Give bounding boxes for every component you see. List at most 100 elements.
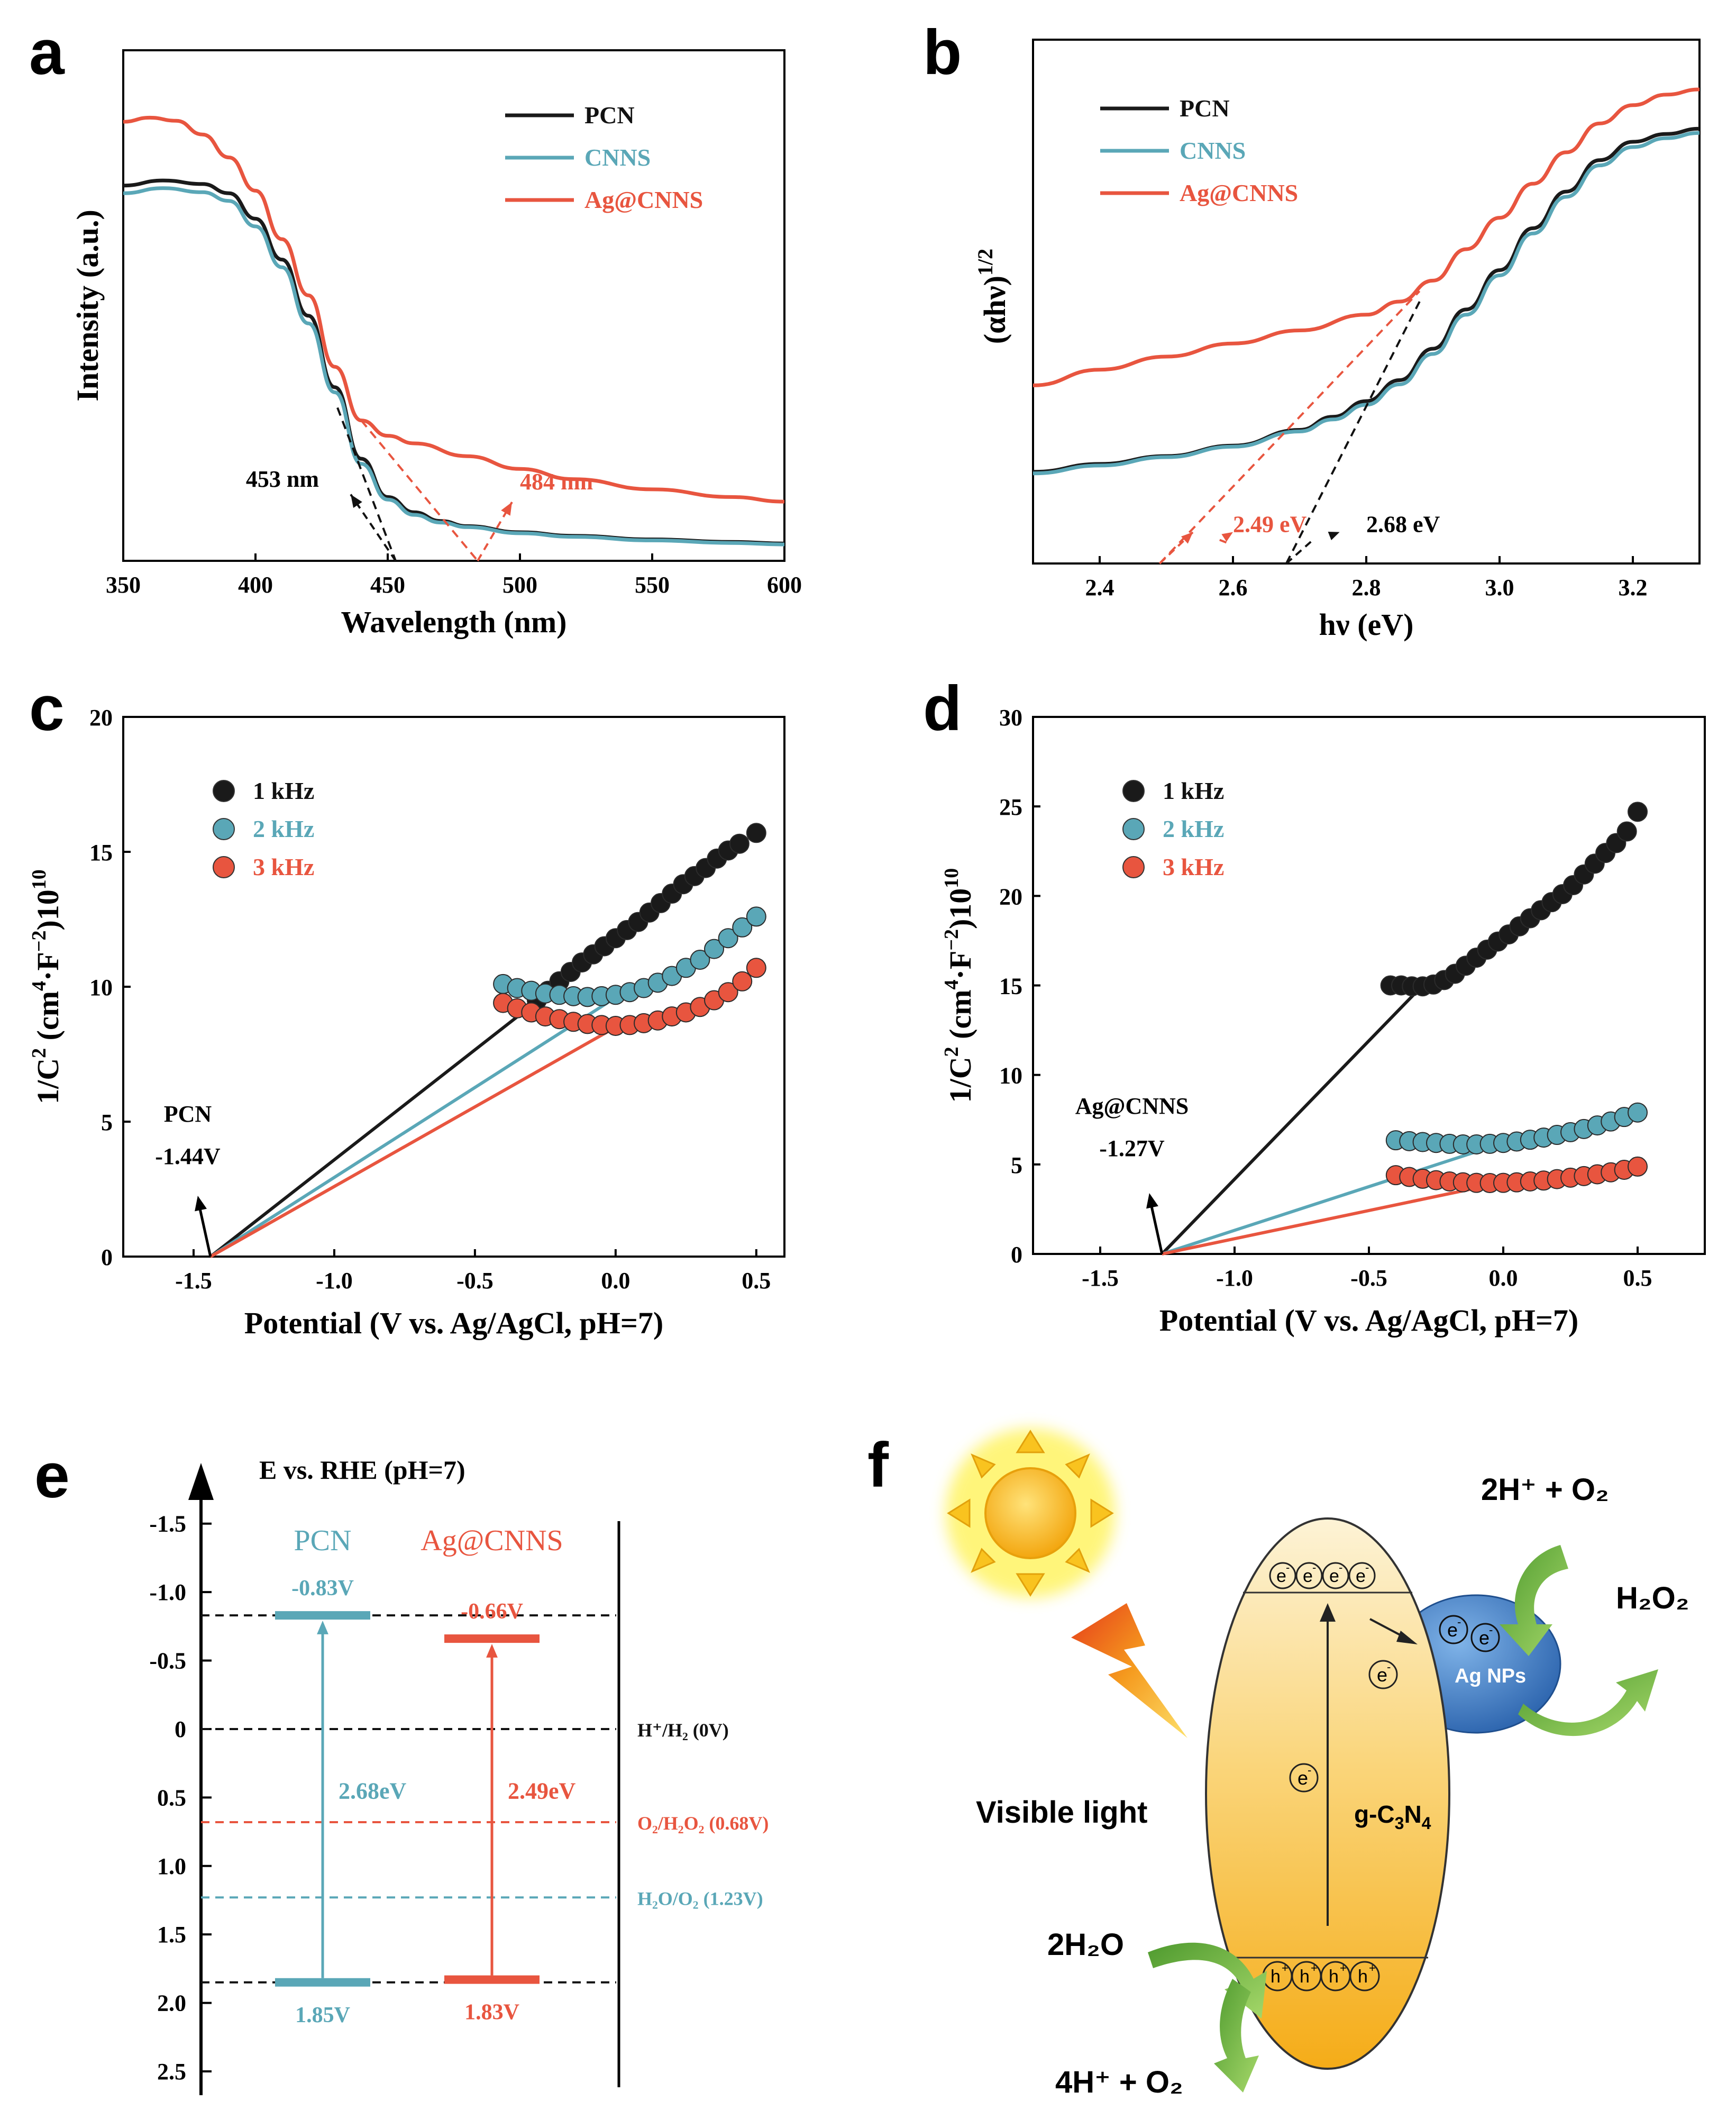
legend-marker: [213, 780, 235, 802]
legend-label: CNNS: [1180, 137, 1246, 164]
plot-frame: [1032, 39, 1701, 565]
legend-label: PCN: [1180, 95, 1230, 122]
series-line-pcn: [123, 178, 785, 545]
arrow-head: [317, 1621, 328, 1634]
chart-c: 0 5 10 15 20 -1.5 -1.0 -0.5 0.0 0.5 Potential (V v…: [28, 705, 785, 1340]
x-tick-label: 400: [238, 572, 273, 598]
reference-label: H⁺/H₂ (0V): [637, 1720, 729, 1741]
panel-f-schematic: e e e e - - - - h h h h + + + +: [946, 1429, 1689, 2099]
x-tick-label: -0.5: [1350, 1265, 1387, 1291]
y-tick-label: -1.0: [149, 1579, 186, 1605]
svg-text:+: +: [1311, 1961, 1318, 1975]
annotation-arrow: [1219, 539, 1227, 544]
y-tick-label: 20: [999, 884, 1022, 910]
x-tick-label: -0.5: [456, 1268, 494, 1294]
y-tick-label: 0: [1011, 1242, 1022, 1268]
x-axis-title: Potential (V vs. Ag/AgCl, pH=7): [244, 1306, 663, 1340]
y-tick-label: 1.0: [157, 1853, 186, 1879]
arrow-head: [195, 1196, 207, 1212]
y-tick-label: 2.0: [157, 1990, 186, 2016]
y-axis-title-part: 1/C: [943, 1057, 977, 1103]
cb-label-pcn: -0.83V: [291, 1576, 354, 1600]
hole-label: h: [1271, 1967, 1281, 1987]
reactant-bottom: 2H₂O: [1047, 1927, 1124, 1962]
chart-d: 0 5 10 15 20 25 30 -1.5 -1.0 -0.5 0.0 0.5 Potential …: [940, 705, 1706, 1338]
vb-holes: h h h h + + + +: [1262, 1961, 1380, 1991]
y-tick-label: 10: [999, 1063, 1022, 1089]
fit-line-3-khz: [209, 1025, 617, 1258]
data-point: [718, 982, 738, 1003]
y-axis-title-sup: 4: [28, 981, 50, 991]
annotation-453: 453 nm: [246, 466, 319, 492]
x-tick-label: 0.0: [1489, 1265, 1518, 1291]
tangent-line: [360, 420, 479, 562]
y-tick-label: -0.5: [149, 1648, 186, 1674]
x-tick-label: 550: [635, 572, 670, 598]
x-tick-label: 2.8: [1352, 575, 1381, 601]
legend-label: Ag@CNNS: [584, 186, 703, 213]
data-point: [704, 939, 725, 959]
data-point: [746, 823, 766, 843]
data-point: [746, 958, 766, 978]
arrow-top-out: [1518, 1669, 1658, 1736]
fit-line-2-khz: [1161, 1141, 1504, 1256]
svg-text:+: +: [1282, 1961, 1289, 1975]
svg-text:-: -: [1457, 1615, 1461, 1629]
legend-label: 1 kHz: [253, 777, 314, 804]
y-axis-title-sup: −2: [940, 929, 963, 951]
reactant-top: 2H⁺ + O₂: [1481, 1472, 1609, 1507]
annotation-ag-value: -1.27V: [1099, 1135, 1165, 1161]
y-tick-label: 0.5: [157, 1785, 186, 1811]
x-tick-label: 2.4: [1085, 575, 1114, 601]
y-tick-label: 1.5: [157, 1922, 186, 1948]
data-point: [1628, 1102, 1648, 1123]
x-tick-label: -1.5: [1082, 1265, 1119, 1291]
product-bottom: 4H⁺ + O₂: [1055, 2065, 1183, 2099]
y-axis-title-part: ·F: [943, 951, 977, 980]
electron-label: e: [1303, 1566, 1313, 1586]
hole-label: h: [1329, 1967, 1339, 1987]
data-point: [746, 906, 766, 927]
vb-bar-ag-cnns: [444, 1975, 540, 1984]
y-tick-label: 5: [101, 1109, 113, 1135]
panel-label-a: a: [29, 17, 65, 88]
electron-label: e: [1298, 1767, 1308, 1789]
hole-label: h: [1358, 1967, 1368, 1987]
electron-label: e: [1377, 1664, 1387, 1686]
gap-label-ag-cnns: 2.49eV: [508, 1778, 576, 1804]
y-tick-label: 20: [89, 705, 113, 731]
legend-marker: [1122, 818, 1145, 840]
annotation-pcn-value: -1.44V: [155, 1143, 221, 1169]
electron-label: e: [1329, 1566, 1339, 1586]
y-axis-title-sup: −2: [28, 931, 50, 952]
legend-label: CNNS: [584, 144, 651, 171]
fit-line-1-khz: [1161, 984, 1424, 1256]
y-tick-label: 30: [999, 705, 1022, 731]
y-tick-label: 2.5: [157, 2059, 186, 2085]
arrow-head: [351, 494, 362, 508]
x-tick-label: 2.6: [1219, 575, 1248, 601]
arrow-top-in: [1500, 1545, 1568, 1656]
cb-electrons: e e e e - - - -: [1269, 1561, 1376, 1589]
y-tick-label: -1.5: [149, 1511, 186, 1537]
svg-text:-: -: [1365, 1561, 1369, 1574]
y-axis-title-part: ·F: [31, 952, 65, 981]
x-tick-label: 350: [106, 572, 141, 598]
y-axis-title-part: (cm: [31, 991, 65, 1048]
arrow-bottom-in: [1148, 1942, 1267, 2018]
y-axis-title-sup: 1/2: [973, 249, 997, 276]
legend-marker: [1122, 856, 1145, 878]
y-axis-title: 1/C2 (cm4·F−2)1010: [28, 869, 65, 1104]
legend-label: PCN: [584, 102, 635, 129]
annotation-arrow: [350, 494, 397, 562]
data-point: [1616, 821, 1637, 842]
arrow-head: [486, 1644, 498, 1658]
sun-icon: [946, 1429, 1115, 1598]
legend-label: 1 kHz: [1163, 777, 1224, 804]
x-tick-label: 450: [370, 572, 405, 598]
material-name-pcn: PCN: [294, 1524, 352, 1557]
arrow-head: [1146, 1193, 1158, 1209]
y-axis-title-part: 1/C: [31, 1058, 65, 1104]
x-tick-label: 600: [767, 572, 802, 598]
electron-label: e: [1479, 1627, 1490, 1649]
